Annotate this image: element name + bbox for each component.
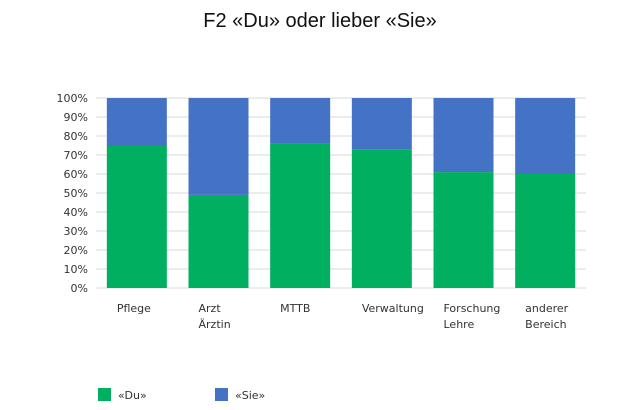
- bar-segment: [515, 174, 576, 288]
- bar-segment: [351, 98, 412, 150]
- x-category-label: Bereich: [525, 318, 566, 331]
- x-category-label: anderer: [525, 302, 569, 315]
- legend-label: «Sie»: [235, 389, 265, 402]
- x-category-label: MTTB: [280, 302, 310, 315]
- bar-segment: [351, 149, 412, 288]
- x-category-label: Arzt: [199, 302, 222, 315]
- y-tick-label: 10%: [64, 263, 88, 276]
- bar-segment: [106, 145, 167, 288]
- bar-segment: [188, 98, 249, 195]
- y-tick-label: 70%: [64, 149, 88, 162]
- y-tick-label: 30%: [64, 225, 88, 238]
- bar-segment: [106, 98, 167, 146]
- y-tick-label: 20%: [64, 244, 88, 257]
- bar-segment: [515, 98, 576, 174]
- bar-segment: [433, 172, 494, 288]
- y-tick-label: 0%: [71, 282, 88, 295]
- bar-segment: [433, 98, 494, 173]
- y-tick-label: 100%: [57, 92, 88, 105]
- y-tick-label: 40%: [64, 206, 88, 219]
- x-category-label: Verwaltung: [362, 302, 424, 315]
- x-category-label: Ärztin: [199, 318, 231, 331]
- legend-swatch: [98, 388, 111, 401]
- y-tick-label: 90%: [64, 111, 88, 124]
- bar-segment: [270, 98, 331, 144]
- x-category-label: Forschung: [444, 302, 501, 315]
- chart-title: F2 «Du» oder lieber «Sie»: [203, 10, 437, 32]
- legend-swatch: [215, 388, 228, 401]
- y-tick-label: 50%: [64, 187, 88, 200]
- x-category-label: Lehre: [444, 318, 475, 331]
- bar-segment: [270, 143, 331, 288]
- x-category-label: Pflege: [117, 302, 151, 315]
- legend-label: «Du»: [118, 389, 147, 402]
- y-tick-label: 80%: [64, 130, 88, 143]
- y-tick-label: 60%: [64, 168, 88, 181]
- bar-segment: [188, 194, 249, 288]
